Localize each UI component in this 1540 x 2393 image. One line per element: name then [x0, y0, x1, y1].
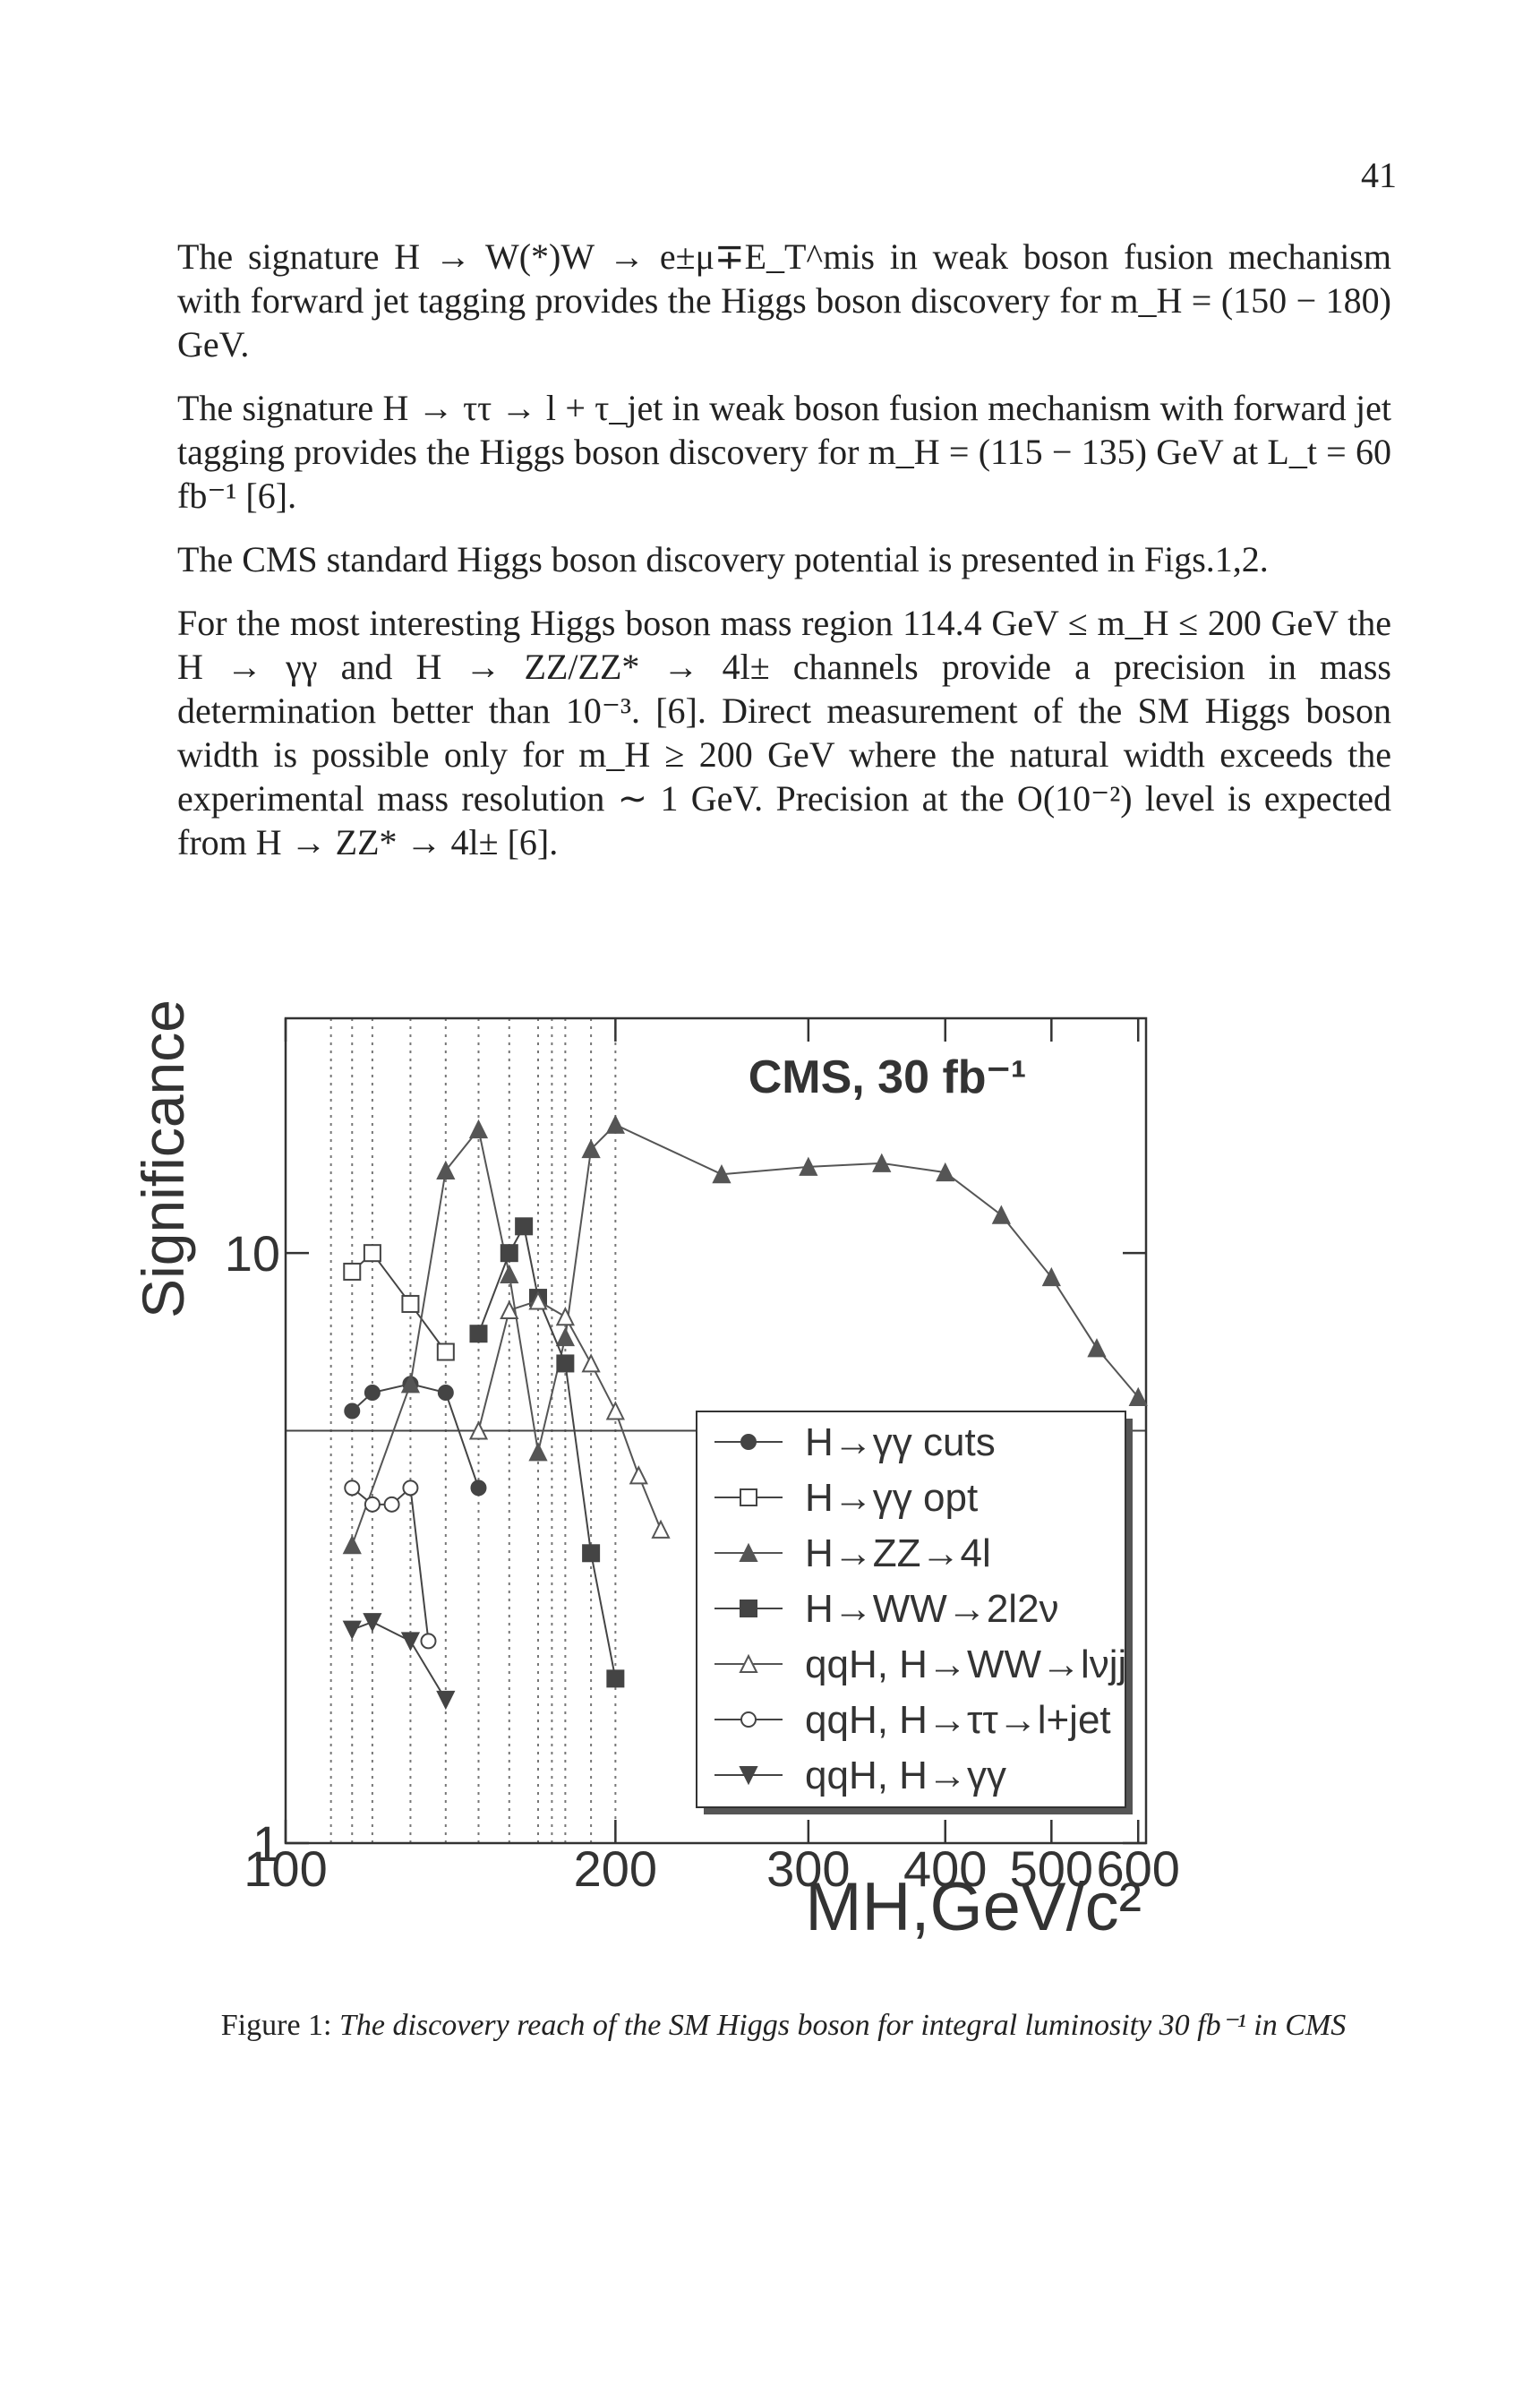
legend-label: qqH, H→ττ→l+jet: [805, 1698, 1111, 1742]
marker: [582, 1544, 601, 1563]
legend-label: H→WW→2l2ν: [805, 1587, 1059, 1631]
paragraph: The signature H → W(*)W → e±μ∓E_T^mis in…: [177, 236, 1391, 365]
marker: [468, 1119, 489, 1139]
marker: [364, 1496, 381, 1513]
y-tick-label: 10: [225, 1225, 280, 1282]
marker: [740, 1488, 757, 1506]
marker: [740, 1711, 757, 1728]
marker: [740, 1434, 757, 1450]
marker: [344, 1402, 361, 1420]
marker: [420, 1633, 437, 1650]
plot-frame: [284, 1016, 1148, 1845]
caption: Figure 1: The discovery reach of the SM …: [143, 2006, 1424, 2046]
paragraph: For the most interesting Higgs boson mas…: [177, 603, 1391, 862]
marker: [991, 1205, 1011, 1224]
marker: [555, 1326, 575, 1347]
x-tick-label: 300: [766, 1840, 850, 1897]
marker: [363, 1613, 382, 1633]
marker: [400, 1374, 421, 1394]
marker: [605, 1401, 625, 1420]
caption-text: The discovery reach of the SM Higgs boso…: [338, 2009, 1347, 2042]
marker: [469, 1325, 488, 1343]
marker: [436, 1342, 455, 1361]
marker: [739, 1766, 758, 1786]
marker: [712, 1163, 732, 1184]
body-text: The signature H → W(*)W → e±μ∓E_T^mis in…: [177, 235, 1391, 884]
legend-label: H→γγ opt: [805, 1476, 978, 1520]
marker: [799, 1156, 818, 1176]
marker: [605, 1114, 625, 1134]
x-tick-label: 400: [903, 1840, 987, 1897]
paragraph: The CMS standard Higgs boson discovery p…: [177, 539, 1269, 579]
x-axis-title: MH,GeV/c²: [805, 1869, 1142, 1945]
legend-label: qqH, H→WW→lνjj: [805, 1643, 1126, 1686]
paragraph: The signature H → ττ → l + τ_jet in weak…: [177, 388, 1391, 516]
marker: [739, 1653, 758, 1673]
chart-title: CMS, 30 fb⁻¹: [749, 1051, 1027, 1103]
x-tick-label: 200: [574, 1840, 657, 1897]
marker: [1087, 1338, 1107, 1358]
y-axis-title: Significance: [130, 999, 196, 1318]
marker: [740, 1600, 757, 1617]
marker: [629, 1465, 648, 1485]
marker: [400, 1632, 421, 1651]
marker: [468, 1420, 489, 1440]
marker: [436, 1690, 456, 1711]
marker: [651, 1519, 671, 1539]
marker: [739, 1542, 758, 1562]
marker: [581, 1353, 601, 1373]
marker: [437, 1385, 454, 1402]
marker: [555, 1307, 575, 1326]
marker: [344, 1480, 361, 1497]
marker: [500, 1244, 518, 1263]
series-line: [351, 1621, 447, 1701]
marker: [500, 1299, 519, 1320]
series-line: [351, 1251, 447, 1353]
marker: [581, 1138, 601, 1159]
page-number: 41: [1361, 155, 1397, 195]
chart: CMS, 30 fb⁻¹ Significance MH,GeV/c² 100 2…: [130, 999, 1180, 1945]
marker: [470, 1480, 487, 1497]
y-tick-label: 1: [252, 1815, 280, 1872]
marker: [363, 1244, 381, 1263]
marker: [383, 1496, 400, 1513]
x-tick-label: 500: [1010, 1840, 1093, 1897]
series-line: [477, 1299, 662, 1531]
marker: [364, 1385, 381, 1402]
marker: [515, 1217, 534, 1236]
marker: [606, 1669, 625, 1688]
marker: [500, 1264, 519, 1284]
marker: [872, 1153, 892, 1172]
marker: [342, 1534, 362, 1555]
marker: [936, 1162, 955, 1182]
marker: [1128, 1386, 1148, 1407]
legend-label: H→γγ cuts: [805, 1420, 996, 1464]
marker: [528, 1442, 548, 1462]
marker: [342, 1620, 362, 1640]
marker: [556, 1354, 575, 1373]
x-tick-label: 600: [1096, 1840, 1179, 1897]
legend-label: qqH, H→γγ: [805, 1754, 1006, 1797]
marker: [402, 1480, 419, 1497]
legend-label: H→ZZ→4l: [805, 1531, 991, 1575]
caption-label: Figure 1:: [220, 2009, 332, 2042]
marker: [528, 1291, 548, 1310]
marker: [401, 1294, 420, 1313]
legend: H→γγ cuts H→γγ opt H→ZZ→4l H→WW→2l2ν qqH, H→…: [696, 1411, 1133, 1814]
marker: [1041, 1266, 1061, 1287]
marker: [436, 1160, 456, 1180]
x-tick-label: 100: [244, 1840, 327, 1897]
marker: [343, 1262, 362, 1281]
